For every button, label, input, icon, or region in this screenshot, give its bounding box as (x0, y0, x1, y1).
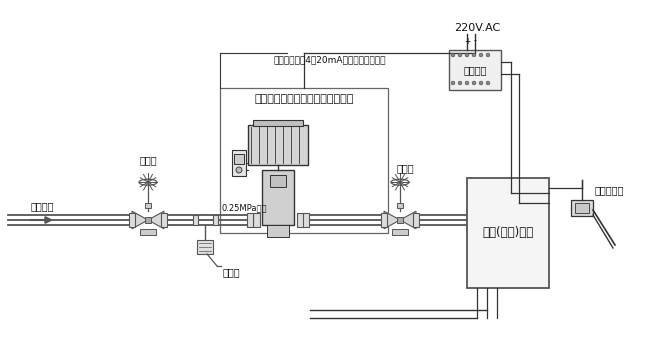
Text: 蒸汽进口: 蒸汽进口 (31, 201, 54, 211)
Bar (161, 213, 167, 227)
Text: 220V.AC: 220V.AC (454, 23, 500, 33)
Text: 截止阀: 截止阀 (139, 155, 157, 165)
Polygon shape (384, 211, 400, 229)
Text: -: - (474, 37, 476, 46)
Bar (232, 150, 246, 176)
Circle shape (479, 53, 483, 57)
Bar (575, 203, 589, 213)
Bar (267, 225, 289, 237)
Text: 控制仪表: 控制仪表 (463, 65, 487, 75)
Text: +: + (464, 37, 471, 46)
Circle shape (486, 81, 490, 85)
Circle shape (486, 53, 490, 57)
Text: 截止阀: 截止阀 (396, 163, 414, 173)
Text: 输出电信号（4－20mA）送调节阀定位器: 输出电信号（4－20mA）送调节阀定位器 (274, 56, 386, 64)
Bar (253, 120, 303, 126)
Polygon shape (400, 211, 416, 229)
Bar (467, 178, 549, 288)
Text: 精小型气动套筒调节阀工作原理图: 精小型气动套筒调节阀工作原理图 (254, 94, 354, 104)
Bar (140, 229, 156, 235)
Bar (220, 88, 388, 233)
Text: 0.25MPa气源: 0.25MPa气源 (221, 204, 267, 213)
Circle shape (479, 81, 483, 85)
Bar (303, 213, 309, 227)
Circle shape (465, 53, 469, 57)
Bar (397, 217, 403, 223)
Bar (252, 213, 260, 227)
Bar (392, 229, 408, 235)
Bar (571, 200, 593, 216)
Polygon shape (148, 211, 164, 229)
Bar (381, 213, 387, 227)
Bar (145, 203, 151, 208)
Bar (449, 50, 501, 90)
Bar (248, 125, 308, 165)
Bar (197, 240, 213, 254)
Bar (247, 213, 253, 227)
Bar (270, 175, 286, 187)
Circle shape (465, 81, 469, 85)
Text: 过滤器: 过滤器 (223, 267, 241, 277)
Bar (234, 154, 244, 164)
Bar (297, 213, 304, 227)
Circle shape (451, 81, 455, 85)
Circle shape (451, 53, 455, 57)
Circle shape (472, 81, 476, 85)
Polygon shape (132, 211, 148, 229)
Bar (145, 217, 151, 223)
Text: 被测(控制)温度: 被测(控制)温度 (482, 226, 533, 240)
Text: 温度传感器: 温度传感器 (595, 185, 624, 195)
Circle shape (458, 53, 462, 57)
Circle shape (472, 53, 476, 57)
Bar (397, 203, 403, 208)
Bar (129, 213, 135, 227)
Bar (212, 215, 217, 225)
Bar (193, 215, 197, 225)
Bar (413, 213, 419, 227)
Circle shape (458, 81, 462, 85)
Bar (262, 170, 294, 225)
Circle shape (236, 167, 242, 173)
